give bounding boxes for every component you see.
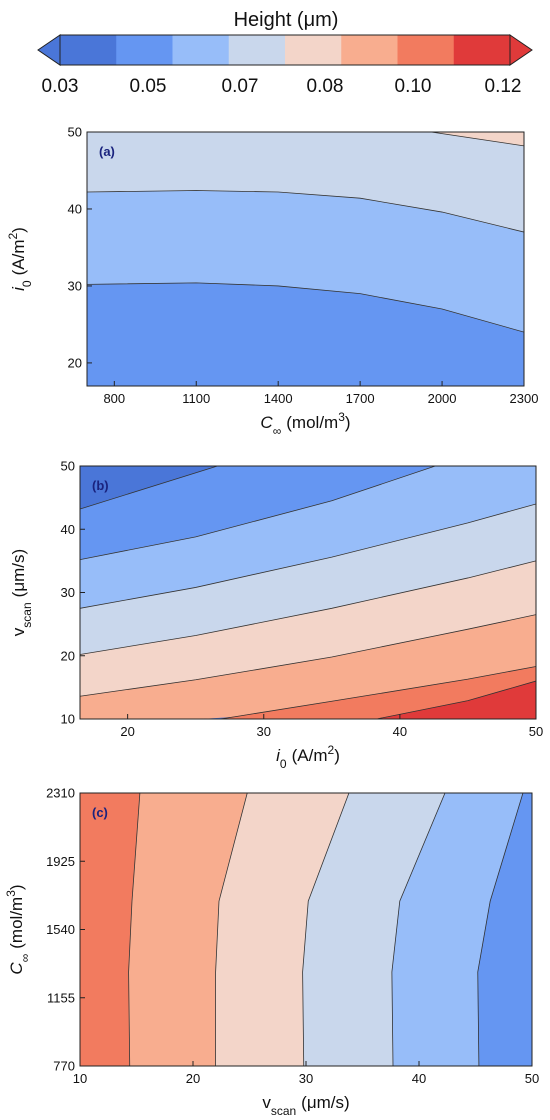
colorbar-segment [60,35,117,65]
y-axis-label: i0(A/m2) [6,227,34,291]
colorbar-segment [228,35,286,65]
colorbar-body [37,34,533,66]
colorbar-high-arrow [509,34,533,66]
y-tick-label: 30 [61,585,75,600]
x-tick-label: 50 [525,1071,539,1086]
y-tick-label: 30 [68,278,82,293]
x-tick-label: 20 [120,724,134,739]
colorbar-tick-label: 0.03 [42,76,79,97]
colorbar-tick-labels: 0.03 0.05 0.07 0.08 0.10 0.12 [42,76,522,97]
x-tick-label: 1700 [346,391,375,406]
x-tick-label: 10 [73,1071,87,1086]
x-axis-label: i0 (A/m2) [276,743,340,771]
colorbar-title: Height (μm) [234,9,339,31]
contour-line [87,132,524,147]
x-tick-label: 2300 [510,391,539,406]
panel-c-contour: 10 20 30 40 50 770 1155 1540 1925 2310 (c) vscan (μm… [4,786,539,1119]
x-tick-label: 30 [257,724,271,739]
y-tick-label: 20 [61,648,75,663]
contour-line [477,793,524,1066]
contour-line [220,666,536,719]
x-tick-label: 40 [393,724,407,739]
colorbar-low-arrow [37,34,61,66]
colorbar-tick-label: 0.12 [485,76,522,97]
x-tick-label: 40 [412,1071,426,1086]
contour-fill-area [87,132,524,386]
contour-line [80,503,536,609]
x-axis-label: vscan (μm/s) [262,1093,349,1118]
colorbar-segment [172,35,230,65]
colorbar-segment [341,35,398,65]
y-tick-label: 50 [68,125,82,140]
x-tick-label: 1400 [264,391,293,406]
x-tick-label: 1100 [182,391,210,406]
colorbar-tick-label: 0.10 [395,76,432,97]
colorbar-segment [453,35,511,65]
x-tick-label: 50 [529,724,543,739]
y-tick-label: 40 [68,201,82,216]
y-tick-label: 1155 [47,990,75,1005]
x-tick-label: 800 [103,391,125,406]
contour-fill-area [80,466,536,719]
contour-line [215,793,248,1066]
contour-line [128,793,141,1066]
y-tick-label: 770 [53,1059,75,1074]
contour-fill-area [80,793,532,1066]
x-tick-label: 20 [186,1071,200,1086]
contour-line [87,190,524,233]
panel-label: (a) [99,144,115,159]
y-tick-label: 20 [68,355,82,370]
colorbar-frame [59,34,511,66]
contour-line [80,560,536,655]
panel-label: (b) [92,478,109,493]
x-tick-label: 30 [299,1071,313,1086]
y-tick-label: 50 [61,459,75,474]
colorbar-segment [285,35,342,65]
y-axis-label: vscan(μm/s) [9,549,34,636]
panel-a-contour: 800 1100 1400 1700 2000 2300 20 30 40 50 (a) C∞ (mol… [6,125,538,439]
contour-line [302,793,350,1066]
colorbar-segment [397,35,455,65]
colorbar: Height (μm) 0.03 0.05 0.07 0.08 0.10 0.12 [37,9,533,97]
colorbar-tick-label: 0.07 [222,76,259,97]
colorbar-tick-label: 0.05 [130,76,167,97]
y-tick-label: 2310 [46,786,75,801]
contour-line [87,282,524,333]
contour-line [80,614,536,697]
y-tick-label: 1540 [46,922,75,937]
y-tick-label: 40 [61,522,75,537]
contour-line [80,466,436,510]
plot-frame [86,131,525,387]
panel-b-contour: 20 30 40 50 10 20 30 40 50 (b) i0 (A/m2) vscan(μm/s) [9,459,543,772]
y-tick-label: 10 [61,712,75,727]
panel-label: (c) [92,805,108,820]
contour-line [80,466,536,561]
x-axis-label: C∞ (mol/m3) [260,410,350,438]
x-tick-label: 2000 [428,391,457,406]
contour-line [376,680,536,719]
contour-line [391,793,446,1066]
y-axis-label: C∞(mol/m3) [4,884,32,974]
y-tick-label: 1925 [46,854,75,869]
colorbar-segment [116,35,173,65]
colorbar-tick-label: 0.08 [307,76,344,97]
